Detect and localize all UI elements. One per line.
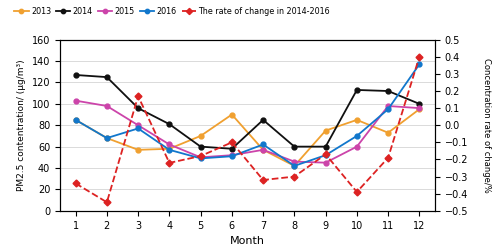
The rate of change in 2014-2016 [260, 179, 266, 182]
2016 [385, 108, 391, 111]
2016 [354, 134, 360, 137]
2014 [72, 73, 78, 76]
2015 [229, 154, 235, 157]
2016 [322, 154, 328, 157]
Line: The rate of change in 2014-2016: The rate of change in 2014-2016 [73, 54, 422, 205]
2014 [260, 118, 266, 121]
2015 [104, 104, 110, 107]
The rate of change in 2014-2016 [322, 153, 328, 156]
2015 [135, 124, 141, 127]
2015 [198, 156, 203, 159]
2015 [72, 99, 78, 102]
Line: 2015: 2015 [73, 98, 422, 165]
Y-axis label: Concentration rate of change/%: Concentration rate of change/% [482, 58, 491, 193]
2014 [292, 145, 298, 148]
Line: 2013: 2013 [73, 107, 422, 168]
2016 [166, 148, 172, 151]
2015 [166, 143, 172, 146]
2013 [292, 164, 298, 167]
The rate of change in 2014-2016 [166, 161, 172, 164]
The rate of change in 2014-2016 [292, 175, 298, 178]
2014 [354, 89, 360, 92]
2013 [135, 148, 141, 151]
2016 [135, 127, 141, 130]
Y-axis label: PM2.5 contentration/ (μg/m³): PM2.5 contentration/ (μg/m³) [17, 60, 26, 191]
2015 [260, 148, 266, 151]
The rate of change in 2014-2016 [416, 55, 422, 58]
2013 [104, 137, 110, 140]
2014 [135, 107, 141, 110]
2014 [166, 123, 172, 126]
2013 [354, 118, 360, 121]
The rate of change in 2014-2016 [354, 190, 360, 193]
2013 [229, 113, 235, 116]
The rate of change in 2014-2016 [229, 141, 235, 144]
The rate of change in 2014-2016 [198, 155, 203, 157]
2015 [354, 145, 360, 148]
2016 [260, 143, 266, 146]
Line: 2014: 2014 [73, 73, 422, 151]
2014 [198, 145, 203, 148]
2013 [260, 148, 266, 151]
2014 [104, 76, 110, 79]
The rate of change in 2014-2016 [135, 95, 141, 98]
Legend: 2013, 2014, 2015, 2016, The rate of change in 2014-2016: 2013, 2014, 2015, 2016, The rate of chan… [14, 6, 330, 16]
2015 [385, 104, 391, 107]
The rate of change in 2014-2016 [72, 182, 78, 185]
2013 [72, 118, 78, 121]
2016 [198, 157, 203, 160]
2016 [72, 118, 78, 121]
2016 [416, 63, 422, 66]
2013 [198, 134, 203, 137]
The rate of change in 2014-2016 [385, 156, 391, 159]
2014 [322, 145, 328, 148]
The rate of change in 2014-2016 [104, 201, 110, 204]
2016 [104, 137, 110, 140]
X-axis label: Month: Month [230, 236, 265, 246]
2013 [322, 129, 328, 132]
2016 [292, 164, 298, 167]
2015 [292, 160, 298, 163]
Line: 2016: 2016 [73, 62, 422, 168]
2014 [229, 147, 235, 150]
2014 [385, 90, 391, 93]
2013 [385, 131, 391, 134]
2016 [229, 155, 235, 158]
2013 [166, 147, 172, 150]
2015 [322, 161, 328, 164]
2014 [416, 102, 422, 105]
2013 [416, 108, 422, 111]
2015 [416, 107, 422, 110]
